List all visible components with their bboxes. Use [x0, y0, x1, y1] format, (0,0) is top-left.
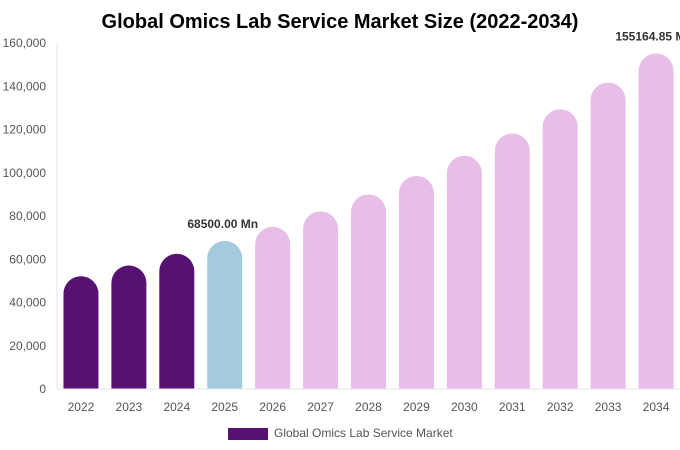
x-axis: 2022 2023 2024 2025 2026 2027 2028 2029 2030 2031… [57, 388, 680, 414]
data-label-2025: 68500.00 Mn [187, 217, 258, 231]
bar-2027[interactable] [303, 211, 339, 389]
x-tick-label: 2031 [499, 400, 526, 414]
bar-2034[interactable] [638, 53, 674, 389]
y-tick-label: 60,000 [9, 252, 46, 266]
x-tick-label: 2032 [547, 400, 574, 414]
x-tick-label: 2023 [116, 400, 143, 414]
bar-2031[interactable] [494, 133, 530, 389]
x-tick-label: 2025 [211, 400, 238, 414]
legend-swatch [228, 428, 268, 440]
bar-2029[interactable] [398, 175, 434, 389]
bar-2024[interactable] [159, 253, 195, 389]
y-tick-label: 20,000 [9, 339, 46, 353]
data-labels: 68500.00 Mn 155164.85 Mn [187, 29, 680, 230]
x-tick-label: 2029 [403, 400, 430, 414]
data-label-2034: 155164.85 Mn [615, 29, 680, 43]
legend-label: Global Omics Lab Service Market [274, 426, 453, 440]
chart-title: Global Omics Lab Service Market Size (20… [102, 11, 579, 33]
x-tick-label: 2026 [259, 400, 286, 414]
y-tick-label: 0 [39, 382, 46, 396]
x-tick-label: 2030 [451, 400, 478, 414]
x-tick-label: 2033 [595, 400, 622, 414]
y-axis: 0 20,000 40,000 60,000 80,000 100,000 120,000 1… [3, 36, 58, 396]
bar-2032[interactable] [542, 109, 578, 389]
x-tick-label: 2034 [643, 400, 670, 414]
x-tick-label: 2024 [163, 400, 190, 414]
x-tick-label: 2028 [355, 400, 382, 414]
bar-2030[interactable] [446, 155, 482, 389]
legend[interactable]: Global Omics Lab Service Market [228, 426, 453, 440]
bar-2028[interactable] [351, 194, 386, 389]
y-tick-label: 160,000 [3, 36, 47, 50]
bars [63, 53, 674, 390]
y-tick-label: 100,000 [3, 166, 47, 180]
y-tick-label: 140,000 [3, 79, 47, 93]
y-tick-label: 120,000 [3, 123, 47, 137]
bar-2033[interactable] [590, 82, 626, 390]
bar-2023[interactable] [111, 265, 147, 389]
bar-2026[interactable] [255, 226, 291, 389]
bar-2025[interactable] [207, 240, 243, 389]
bar-2022[interactable] [63, 276, 99, 389]
x-tick-label: 2022 [68, 400, 95, 414]
y-tick-label: 80,000 [9, 209, 46, 223]
y-tick-label: 40,000 [9, 296, 46, 310]
x-tick-label: 2027 [307, 400, 334, 414]
